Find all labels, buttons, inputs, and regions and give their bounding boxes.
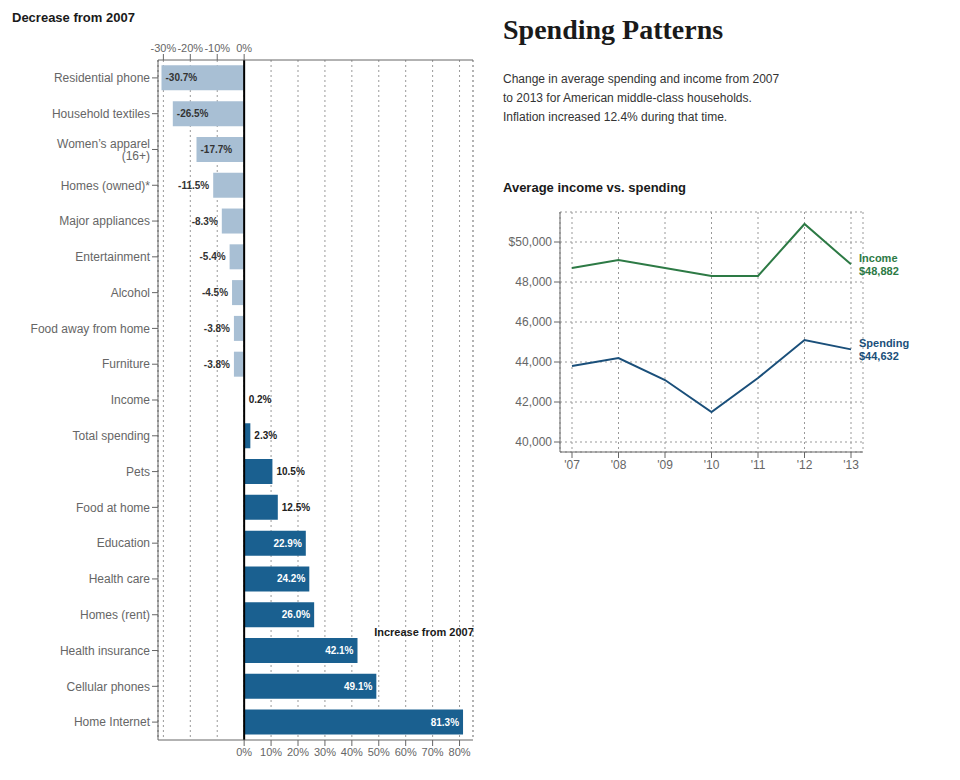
svg-text:'11: '11: [751, 458, 766, 472]
svg-text:30%: 30%: [314, 746, 336, 758]
svg-text:Entertainment: Entertainment: [75, 250, 150, 264]
svg-text:Food at home: Food at home: [76, 501, 150, 515]
svg-text:Food away from home: Food away from home: [31, 322, 151, 336]
svg-text:-20%: -20%: [177, 42, 203, 54]
svg-text:'12: '12: [797, 458, 813, 472]
svg-text:10.5%: 10.5%: [276, 466, 304, 477]
svg-text:$48,882: $48,882: [859, 265, 899, 277]
html-text:Increase from 2007: Increase from 2007: [374, 626, 474, 638]
svg-text:20%: 20%: [287, 746, 309, 758]
svg-text:-3.8%: -3.8%: [204, 359, 230, 370]
svg-text:2.3%: 2.3%: [254, 430, 277, 441]
svg-text:-8.3%: -8.3%: [192, 216, 218, 227]
svg-text:10%: 10%: [260, 746, 282, 758]
svg-text:Cellular phones: Cellular phones: [67, 680, 150, 694]
svg-text:22.9%: 22.9%: [273, 538, 301, 549]
svg-text:'08: '08: [611, 458, 627, 472]
svg-text:49.1%: 49.1%: [344, 681, 372, 692]
svg-text:0%: 0%: [236, 42, 252, 54]
svg-text:-30.7%: -30.7%: [166, 72, 198, 83]
svg-text:Furniture: Furniture: [102, 357, 150, 371]
svg-text:12.5%: 12.5%: [282, 502, 310, 513]
svg-text:44,000: 44,000: [515, 355, 552, 369]
svg-text:'09: '09: [657, 458, 673, 472]
svg-text:-26.5%: -26.5%: [177, 108, 209, 119]
svg-text:81.3%: 81.3%: [431, 717, 459, 728]
svg-text:'13: '13: [843, 458, 859, 472]
svg-text:0%: 0%: [236, 746, 252, 758]
html-text:Spending Patterns: Spending Patterns: [503, 14, 724, 45]
svg-text:Homes (owned)*: Homes (owned)*: [61, 179, 151, 193]
svg-text:-5.4%: -5.4%: [199, 251, 225, 262]
svg-text:40%: 40%: [341, 746, 363, 758]
svg-text:Spending: Spending: [859, 337, 909, 349]
svg-text:26.0%: 26.0%: [282, 609, 310, 620]
svg-text:Health care: Health care: [89, 572, 151, 586]
svg-text:'10: '10: [704, 458, 720, 472]
svg-text:-3.8%: -3.8%: [204, 323, 230, 334]
svg-text:42,000: 42,000: [515, 395, 552, 409]
svg-text:70%: 70%: [422, 746, 444, 758]
svg-text:40,000: 40,000: [515, 435, 552, 449]
svg-text:-11.5%: -11.5%: [178, 180, 209, 191]
svg-text:Major appliances: Major appliances: [59, 214, 150, 228]
svg-text:42.1%: 42.1%: [325, 645, 353, 656]
svg-text:Alcohol: Alcohol: [111, 286, 150, 300]
svg-text:Pets: Pets: [126, 465, 150, 479]
svg-text:Total spending: Total spending: [73, 429, 150, 443]
html-text:Change in average spending and: Change in average spending and income fr…: [503, 72, 780, 125]
svg-text:-4.5%: -4.5%: [202, 287, 228, 298]
svg-text:Household textiles: Household textiles: [52, 107, 150, 121]
svg-text:0.2%: 0.2%: [249, 394, 272, 405]
html-text:Average income vs. spending: Average income vs. spending: [503, 180, 686, 195]
svg-text:$50,000: $50,000: [509, 235, 553, 249]
svg-text:24.2%: 24.2%: [277, 573, 305, 584]
svg-text:50%: 50%: [368, 746, 390, 758]
svg-text:48,000: 48,000: [515, 275, 552, 289]
svg-text:$44,632: $44,632: [859, 350, 899, 362]
svg-text:60%: 60%: [395, 746, 417, 758]
svg-text:Health insurance: Health insurance: [60, 644, 150, 658]
svg-text:-17.7%: -17.7%: [201, 144, 233, 155]
svg-text:Income: Income: [859, 252, 898, 264]
svg-text:46,000: 46,000: [515, 315, 552, 329]
svg-text:Education: Education: [97, 536, 150, 550]
svg-text:Income: Income: [111, 393, 151, 407]
html-text:Decrease from 2007: Decrease from 2007: [12, 10, 135, 25]
svg-text:Homes (rent): Homes (rent): [80, 608, 150, 622]
svg-text:Women’s apparel(16+): Women’s apparel(16+): [57, 137, 150, 163]
svg-text:-30%: -30%: [151, 42, 177, 54]
svg-text:Home Internet: Home Internet: [74, 715, 151, 729]
svg-text:-10%: -10%: [204, 42, 230, 54]
svg-text:Residential phone: Residential phone: [54, 71, 150, 85]
svg-text:80%: 80%: [449, 746, 471, 758]
svg-text:'07: '07: [564, 458, 580, 472]
